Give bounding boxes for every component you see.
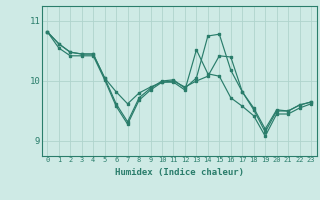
X-axis label: Humidex (Indice chaleur): Humidex (Indice chaleur) [115,168,244,177]
